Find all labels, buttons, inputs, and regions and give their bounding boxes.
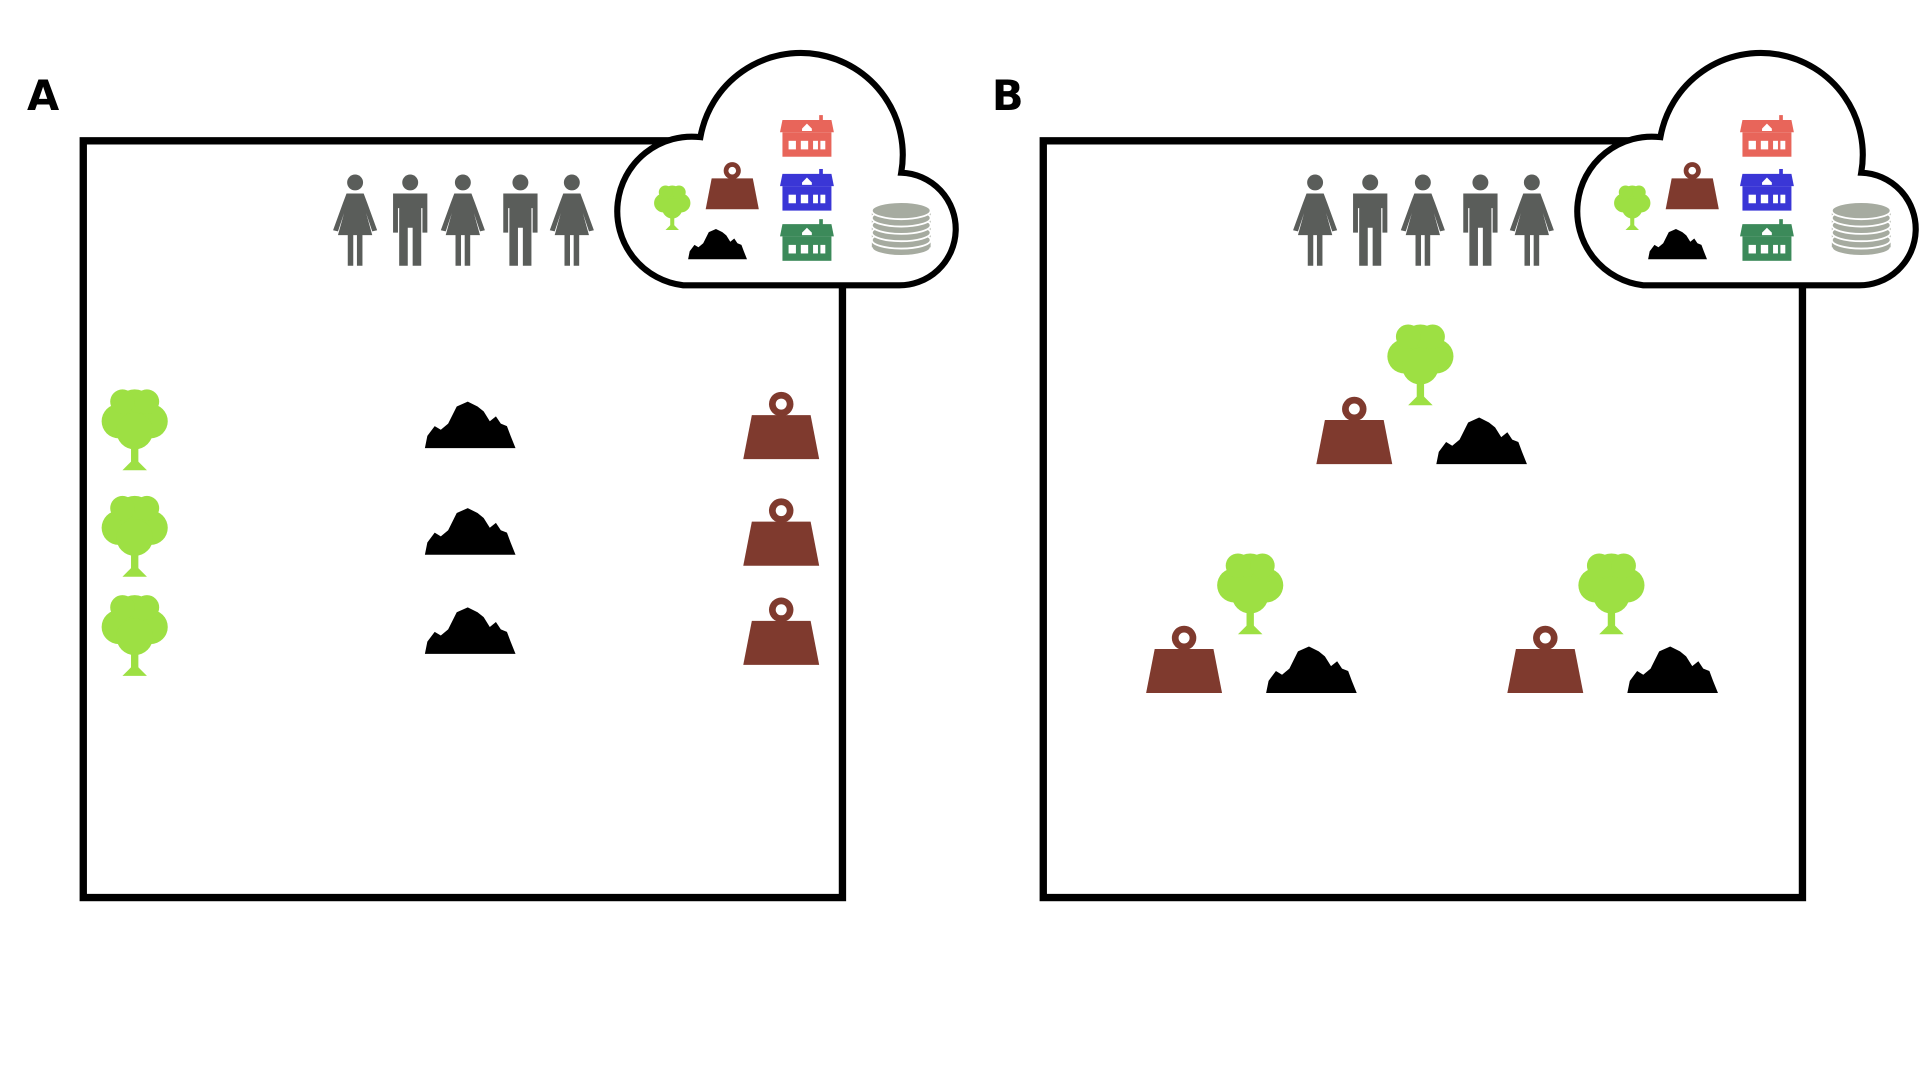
house-icon	[780, 115, 834, 157]
coal-icon	[424, 401, 516, 449]
map-frame	[1039, 137, 1807, 902]
coins-icon	[870, 201, 932, 257]
house-icon	[780, 168, 834, 211]
cloud	[614, 49, 959, 289]
coins-icon	[1830, 201, 1892, 257]
female-icon	[549, 174, 594, 266]
weight-icon	[743, 597, 820, 665]
tree-icon	[1387, 324, 1454, 406]
coal-icon	[424, 607, 516, 654]
house-icon	[1740, 219, 1794, 261]
male-icon	[503, 174, 538, 266]
male-icon	[1463, 174, 1498, 266]
weight-icon	[1146, 625, 1223, 694]
female-icon	[440, 174, 485, 266]
coal-icon	[1436, 417, 1527, 465]
female-icon	[1293, 174, 1338, 266]
weight-icon	[1507, 625, 1584, 694]
coal-icon	[1266, 646, 1357, 694]
male-icon	[393, 174, 428, 266]
cloud	[1574, 49, 1919, 289]
weight-icon	[743, 391, 820, 460]
coal-icon	[424, 508, 516, 555]
tree-icon	[1217, 553, 1284, 635]
map-frame	[79, 137, 847, 902]
tree-icon	[101, 495, 168, 577]
house-icon	[1740, 168, 1794, 211]
tree-icon	[101, 595, 168, 676]
female-icon	[333, 174, 378, 266]
tree-icon	[1578, 553, 1645, 635]
male-icon	[1353, 174, 1388, 266]
weight-icon	[743, 498, 820, 566]
weight-icon	[1316, 396, 1393, 465]
house-icon	[1740, 115, 1794, 157]
tree-icon	[101, 389, 168, 471]
female-icon	[1509, 174, 1554, 266]
panel-label: B	[992, 71, 1024, 120]
house-icon	[780, 219, 834, 261]
female-icon	[1400, 174, 1445, 266]
coal-icon	[1627, 646, 1718, 694]
panel-label: A	[27, 71, 60, 120]
